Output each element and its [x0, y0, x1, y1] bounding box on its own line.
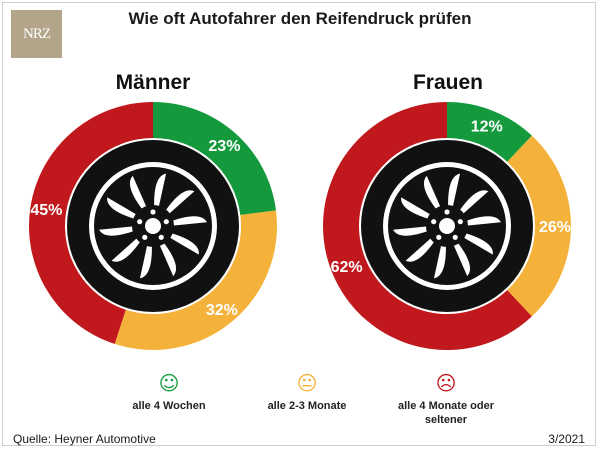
- men-spoke-gap: [111, 235, 143, 262]
- women-spoke-gap: [451, 240, 471, 277]
- legend-item-every-4-months-or-less: ☹ alle 4 Monate oder seltener: [376, 372, 516, 427]
- men-lug-hole: [150, 209, 156, 215]
- men-spoke-gap: [154, 173, 167, 211]
- chart-title-men: Männer: [115, 71, 191, 94]
- men-spoke-gap: [165, 232, 199, 255]
- women-spoke-gap: [401, 197, 435, 220]
- women-spoke-gap: [433, 241, 446, 279]
- women-slice-label-0: 12%: [471, 119, 503, 136]
- men-spoke-gap: [169, 216, 207, 226]
- men-spoke-gap: [129, 175, 149, 212]
- women-slice-0: [447, 102, 532, 162]
- women-slice-label-2: 62%: [331, 259, 363, 276]
- legend-label: alle 4 Wochen: [132, 400, 206, 412]
- women-spoke-gap: [405, 235, 437, 262]
- men-slice-0: [153, 102, 277, 215]
- men-lug-hole: [158, 234, 164, 240]
- men-lug-hole: [142, 234, 148, 240]
- legend-label: alle 4 Monate oder seltener: [398, 400, 494, 426]
- nrz-logo: NRZ: [11, 10, 62, 58]
- women-spoke-gap: [459, 232, 493, 255]
- legend-label: alle 2-3 Monate: [267, 400, 347, 412]
- women-lug-hole: [457, 219, 463, 225]
- men-slice-1: [114, 210, 278, 350]
- smile-icon: ☺: [158, 371, 180, 395]
- women-slice-label-1: 26%: [539, 219, 571, 236]
- women-spoke-gap: [393, 226, 431, 236]
- women-wheel: [361, 140, 533, 312]
- men-hub-center: [145, 218, 161, 234]
- women-spoke-gap: [423, 175, 443, 212]
- women-lug-hole: [452, 234, 458, 240]
- figure-frame: [2, 2, 596, 446]
- men-spoke-gap: [107, 197, 141, 220]
- women-lug-hole: [431, 219, 437, 225]
- men-slice-label-0: 23%: [208, 138, 240, 155]
- women-spoke-gap: [448, 173, 461, 211]
- men-spoke-gap: [157, 240, 177, 277]
- men-spoke-gap: [99, 226, 137, 236]
- women-lug-hole: [444, 209, 450, 215]
- women-slice-1: [507, 135, 571, 317]
- legend-item-every-2-3-months: 😐 alle 2-3 Monate: [237, 372, 377, 413]
- women-slice-2: [322, 102, 532, 350]
- source-note: Quelle: Heyner Automotive: [13, 432, 156, 446]
- women-hub-center: [439, 218, 455, 234]
- women-lug-hole: [436, 234, 442, 240]
- men-spoke-gap: [139, 241, 152, 279]
- men-spoke-gap: [163, 190, 195, 217]
- legend-item-every-4-weeks: ☺ alle 4 Wochen: [99, 372, 239, 413]
- neutral-face-icon: 😐: [296, 371, 318, 395]
- chart-title: Wie oft Autofahrer den Reifendruck prüfe…: [128, 9, 472, 28]
- men-slice-label-1: 32%: [206, 302, 238, 319]
- men-wheel: [67, 140, 239, 312]
- chart-title-women: Frauen: [412, 71, 483, 94]
- women-spoke-gap: [457, 190, 489, 217]
- women-spoke-gap: [463, 216, 501, 226]
- men-slice-label-2: 45%: [30, 202, 62, 219]
- men-lug-hole: [137, 219, 143, 225]
- men-slice-2: [29, 102, 154, 344]
- frown-icon: ☹: [435, 371, 457, 395]
- men-lug-hole: [163, 219, 169, 225]
- date-note: 3/2021: [548, 432, 585, 446]
